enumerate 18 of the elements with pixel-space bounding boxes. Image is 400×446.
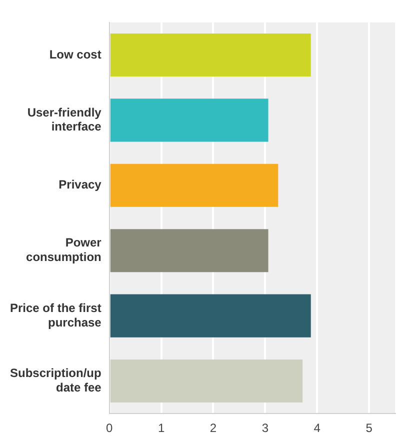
bar [110,359,303,403]
bar [110,229,268,272]
x-tick-label: 5 [366,421,373,436]
y-tick-label: Price of the first purchase [10,300,102,330]
y-tick-label: Subscription/update fee [10,366,102,395]
y-tick-label: Privacy [58,178,102,192]
y-tick-label: Low cost [49,47,102,62]
x-tick-label: 0 [106,421,114,436]
x-tick-label: 3 [262,421,269,436]
x-tick-label: 4 [314,421,321,436]
x-tick-label: 1 [158,421,165,436]
y-tick-label: User-friendly interface [27,105,102,134]
bar [110,294,311,338]
bar [110,164,278,207]
x-tick-label: 2 [210,421,217,436]
y-tick-label: Power consumption [26,236,102,264]
bar [110,98,268,142]
bar [110,33,311,77]
